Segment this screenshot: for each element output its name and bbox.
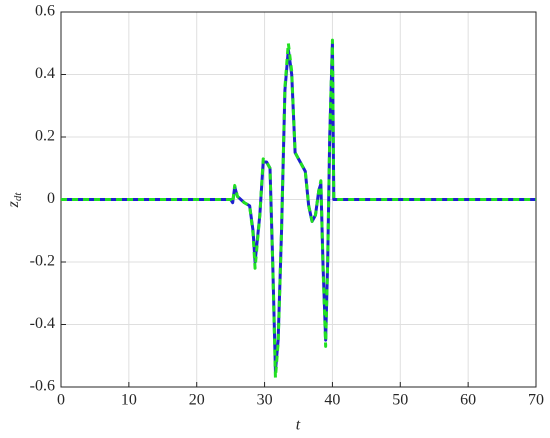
x-tick-label: 30 bbox=[257, 392, 273, 409]
x-tick-label: 60 bbox=[460, 392, 476, 409]
y-tick-label: 0.4 bbox=[35, 65, 55, 82]
x-tick-label: 10 bbox=[121, 392, 137, 409]
y-axis-label-sub: dt bbox=[12, 192, 24, 202]
y-tick-label: -0.6 bbox=[30, 378, 55, 395]
x-tick-label: 50 bbox=[392, 392, 408, 409]
x-tick-label: 40 bbox=[324, 392, 340, 409]
series-line bbox=[61, 38, 536, 380]
y-axis-label-main: z bbox=[5, 200, 22, 208]
series-line bbox=[61, 41, 536, 373]
y-tick-label: 0.6 bbox=[35, 3, 55, 20]
x-tick-label: 20 bbox=[189, 392, 205, 409]
y-tick-label: -0.2 bbox=[30, 253, 55, 270]
y-tick-label: -0.4 bbox=[30, 315, 55, 332]
x-axis-label: t bbox=[296, 417, 301, 434]
y-tick-label: 0.2 bbox=[35, 128, 55, 145]
y-tick-label: 0 bbox=[47, 190, 55, 207]
x-tick-label: 0 bbox=[57, 392, 65, 409]
y-axis-label: zdt bbox=[5, 192, 24, 209]
x-tick-label: 70 bbox=[528, 392, 544, 409]
